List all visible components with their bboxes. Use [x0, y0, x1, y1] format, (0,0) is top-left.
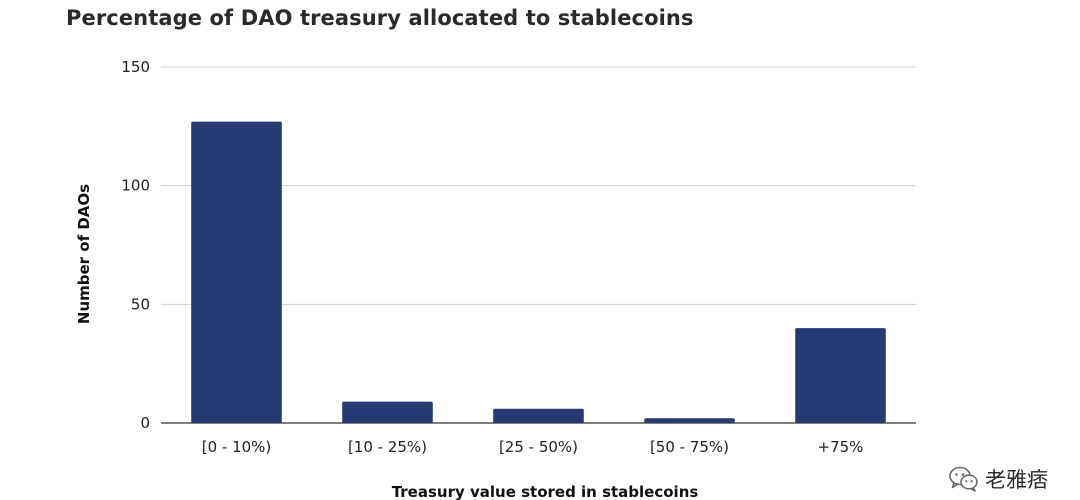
y-tick-label: 150 — [121, 58, 150, 76]
chart-title: Percentage of DAO treasury allocated to … — [66, 6, 694, 30]
wechat-icon — [949, 466, 979, 492]
y-axis-ticks: 0 50 100 150 — [121, 58, 150, 432]
bar — [493, 408, 584, 423]
x-axis-label: Treasury value stored in stablecoins — [392, 483, 699, 500]
grid-lines — [161, 66, 916, 424]
x-axis-ticks: [0 - 10%) [10 - 25%) [25 - 50%) [50 - 75%) +… — [202, 438, 864, 456]
y-tick-label: 50 — [131, 295, 150, 313]
x-tick-label: [10 - 25%) — [348, 438, 427, 456]
y-axis-label: Number of DAOs — [75, 184, 93, 324]
watermark-text: 老雅痞 — [985, 468, 1048, 492]
x-tick-label: [25 - 50%) — [499, 438, 578, 456]
y-tick-label: 100 — [121, 177, 150, 195]
x-tick-label: [50 - 75%) — [650, 438, 729, 456]
bars — [191, 121, 886, 423]
bar — [342, 401, 433, 423]
x-tick-label: +75% — [818, 438, 864, 456]
watermark: 老雅痞 — [949, 464, 1048, 494]
x-tick-label: [0 - 10%) — [202, 438, 272, 456]
bar — [644, 418, 735, 423]
y-tick-label: 0 — [140, 414, 150, 432]
bar — [191, 121, 282, 423]
bar — [795, 328, 886, 423]
